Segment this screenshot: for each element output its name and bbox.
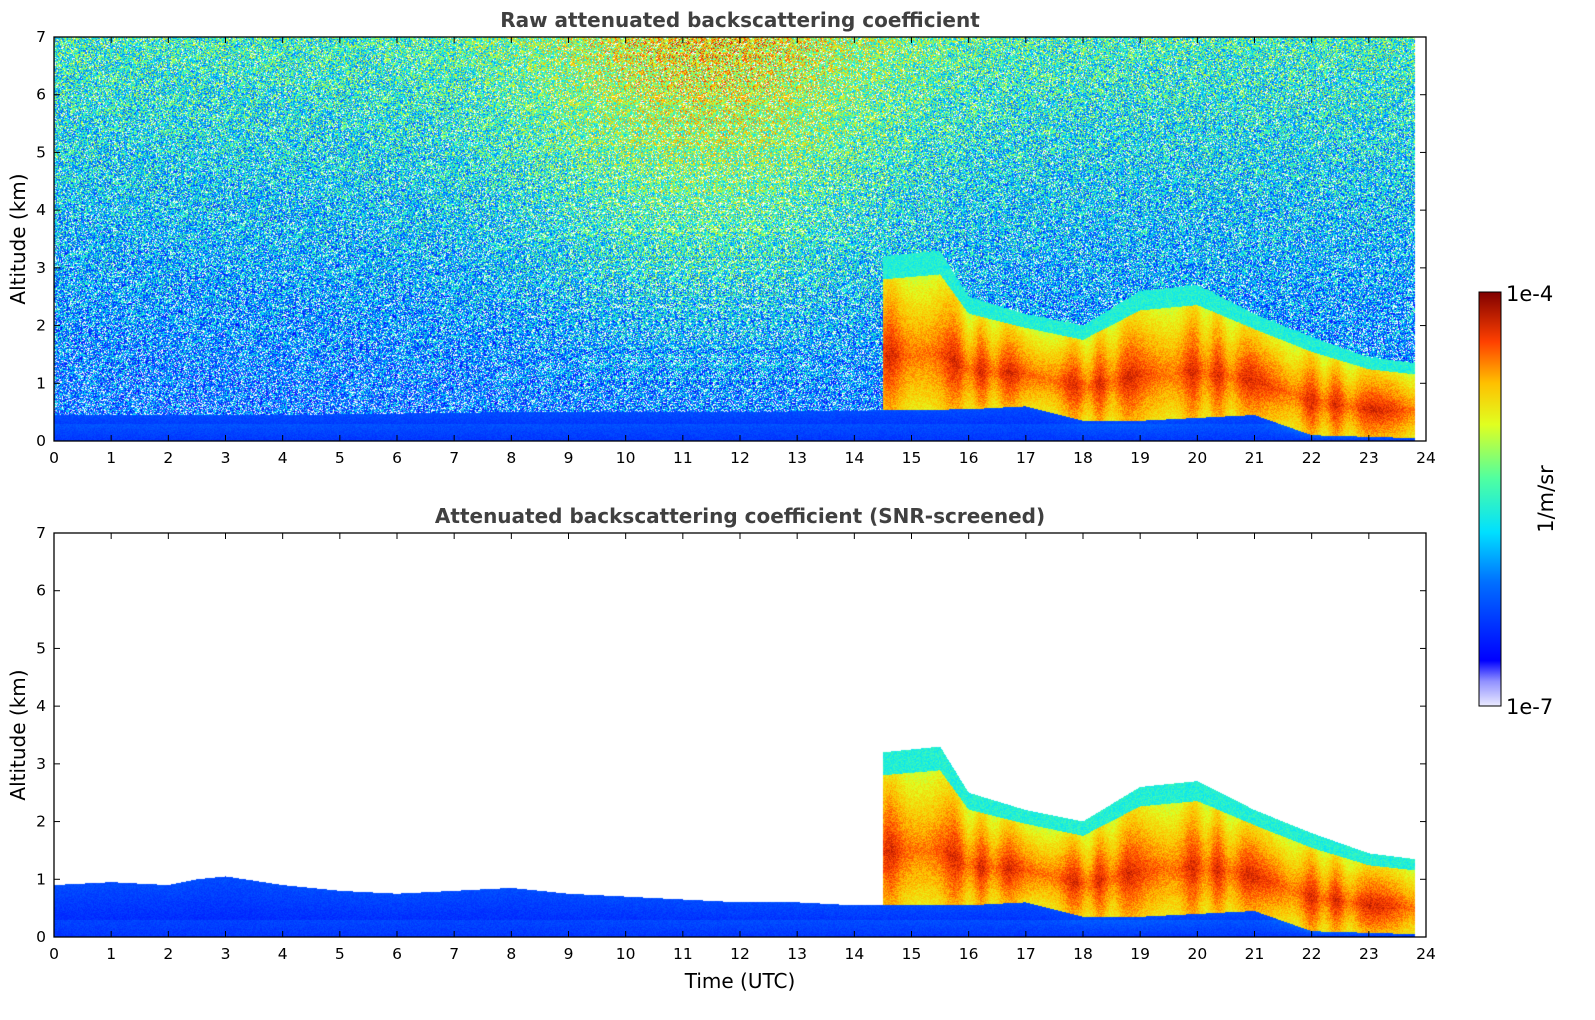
y-tick-label: 2 (36, 813, 46, 831)
y-tick-label: 7 (36, 28, 46, 46)
x-tick-label: 0 (49, 945, 59, 963)
x-tick-label: 8 (506, 449, 516, 467)
x-tick-label: 5 (335, 449, 345, 467)
heatmap-image (54, 533, 1426, 937)
x-tick-label: 3 (221, 449, 231, 467)
x-tick-label: 24 (1416, 449, 1436, 467)
x-tick-label: 16 (959, 945, 979, 963)
x-tick-label: 15 (902, 449, 922, 467)
colorbar-unit-label: 1/m/sr (1534, 465, 1558, 533)
y-tick-label: 2 (36, 317, 46, 335)
x-tick-label: 11 (673, 449, 693, 467)
x-tick-label: 8 (506, 945, 516, 963)
x-tick-label: 0 (49, 449, 59, 467)
panel-raw: Raw attenuated backscattering coefficien… (6, 8, 1436, 467)
y-tick-label: 0 (36, 432, 46, 450)
x-tick-label: 19 (1130, 449, 1150, 467)
x-tick-label: 1 (106, 449, 116, 467)
colorbar-gradient (1478, 291, 1502, 707)
heatmap-image (54, 37, 1426, 441)
x-tick-label: 22 (1302, 945, 1322, 963)
y-tick-label: 5 (36, 639, 46, 657)
x-tick-label: 24 (1416, 945, 1436, 963)
x-tick-label: 22 (1302, 449, 1322, 467)
y-tick-label: 7 (36, 524, 46, 542)
panel-title: Attenuated backscattering coefficient (S… (435, 504, 1045, 528)
x-tick-label: 11 (673, 945, 693, 963)
x-tick-label: 13 (787, 449, 807, 467)
x-tick-label: 13 (787, 945, 807, 963)
x-tick-label: 6 (392, 449, 402, 467)
x-tick-label: 10 (616, 945, 636, 963)
x-tick-label: 14 (844, 449, 864, 467)
y-tick-label: 5 (36, 143, 46, 161)
x-tick-label: 15 (902, 945, 922, 963)
y-axis-label: Altitude (km) (6, 173, 30, 304)
x-axis-label: Time (UTC) (684, 969, 796, 993)
y-tick-label: 1 (36, 374, 46, 392)
y-tick-label: 0 (36, 928, 46, 946)
x-tick-label: 17 (1016, 449, 1036, 467)
x-tick-label: 9 (564, 945, 574, 963)
colorbar-max-label: 1e-4 (1506, 282, 1553, 306)
x-tick-label: 23 (1359, 945, 1379, 963)
colorbar-min-label: 1e-7 (1506, 695, 1553, 719)
x-tick-label: 6 (392, 945, 402, 963)
x-tick-label: 12 (730, 945, 750, 963)
x-tick-label: 21 (1245, 449, 1265, 467)
x-tick-label: 14 (844, 945, 864, 963)
y-tick-label: 3 (36, 259, 46, 277)
x-tick-label: 20 (1187, 449, 1207, 467)
y-tick-label: 3 (36, 755, 46, 773)
x-tick-label: 7 (449, 945, 459, 963)
x-tick-label: 12 (730, 449, 750, 467)
y-tick-label: 1 (36, 870, 46, 888)
x-tick-label: 3 (221, 945, 231, 963)
x-tick-label: 23 (1359, 449, 1379, 467)
axis-ticks: 0 1 2 3 4 5 6 7 8 9 10 11 12 13 14 15 16 17 18 19 20 21 22 23 24… (36, 524, 1436, 963)
y-tick-label: 4 (36, 697, 46, 715)
x-tick-label: 17 (1016, 945, 1036, 963)
x-tick-label: 21 (1245, 945, 1265, 963)
y-tick-label: 6 (36, 582, 46, 600)
y-axis-label: Altitude (km) (6, 669, 30, 800)
x-tick-label: 4 (278, 945, 288, 963)
x-tick-label: 18 (1073, 449, 1093, 467)
colorbar: 1e-4 1e-7 1/m/sr (1478, 282, 1558, 719)
panel-title: Raw attenuated backscattering coefficien… (500, 8, 980, 32)
x-tick-label: 2 (163, 945, 173, 963)
x-tick-label: 1 (106, 945, 116, 963)
x-tick-label: 2 (163, 449, 173, 467)
y-tick-label: 6 (36, 86, 46, 104)
x-tick-label: 4 (278, 449, 288, 467)
x-tick-label: 5 (335, 945, 345, 963)
x-tick-label: 7 (449, 449, 459, 467)
y-tick-label: 4 (36, 201, 46, 219)
x-tick-label: 10 (616, 449, 636, 467)
x-tick-label: 16 (959, 449, 979, 467)
x-tick-label: 20 (1187, 945, 1207, 963)
x-tick-label: 19 (1130, 945, 1150, 963)
x-tick-label: 9 (564, 449, 574, 467)
axis-ticks: 0 1 2 3 4 5 6 7 8 9 10 11 12 13 14 15 16 17 18 19 20 21 22 23 24… (36, 28, 1436, 467)
x-tick-label: 18 (1073, 945, 1093, 963)
panel-screened: Attenuated backscattering coefficient (S… (6, 504, 1436, 993)
